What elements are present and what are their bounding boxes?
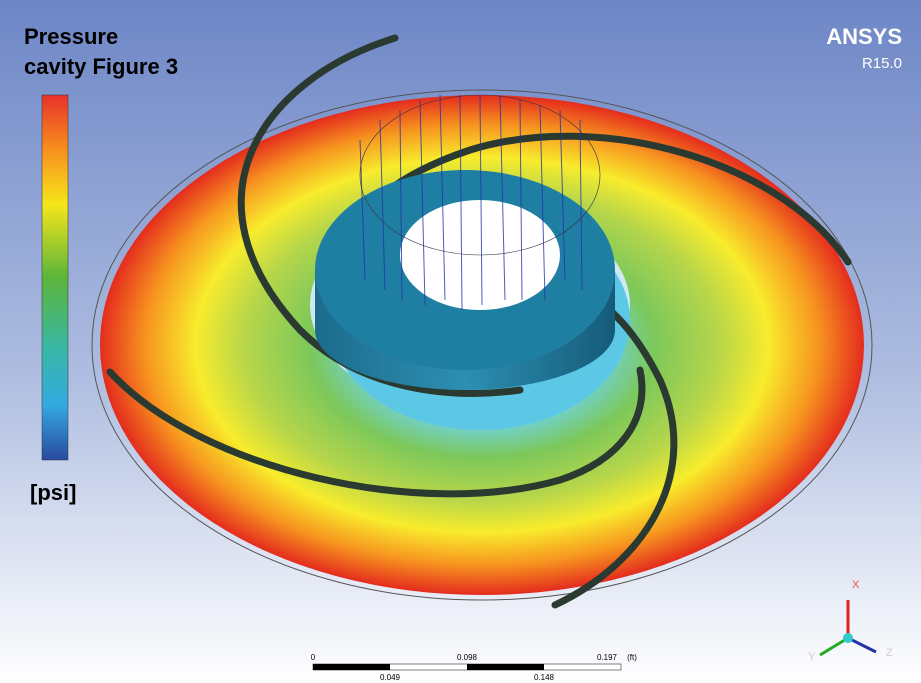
scale-label: 0.148 [534,673,555,682]
viewport: Pressure cavity Figure 3 [psi] ANSYS R15… [0,0,921,683]
triad-origin [843,633,853,643]
legend-title: Pressure [24,24,118,49]
axis-label: Z [886,647,893,659]
brand-version: R15.0 [862,55,902,72]
axis-label: Y [808,651,816,663]
scale-label: 0.049 [380,673,401,682]
axis-label: X [852,579,860,591]
scale-unit: (ft) [627,653,637,662]
brand-name: ANSYS [826,24,902,49]
color-bar [42,95,68,460]
legend-unit: [psi] [30,480,76,505]
scale-label: 0.197 [597,653,618,662]
scale-bar-segment [467,664,544,670]
scale-label: 0 [311,653,316,662]
scale-bar-segment [313,664,390,670]
legend-title: cavity Figure 3 [24,54,178,79]
scale-label: 0.098 [457,653,478,662]
